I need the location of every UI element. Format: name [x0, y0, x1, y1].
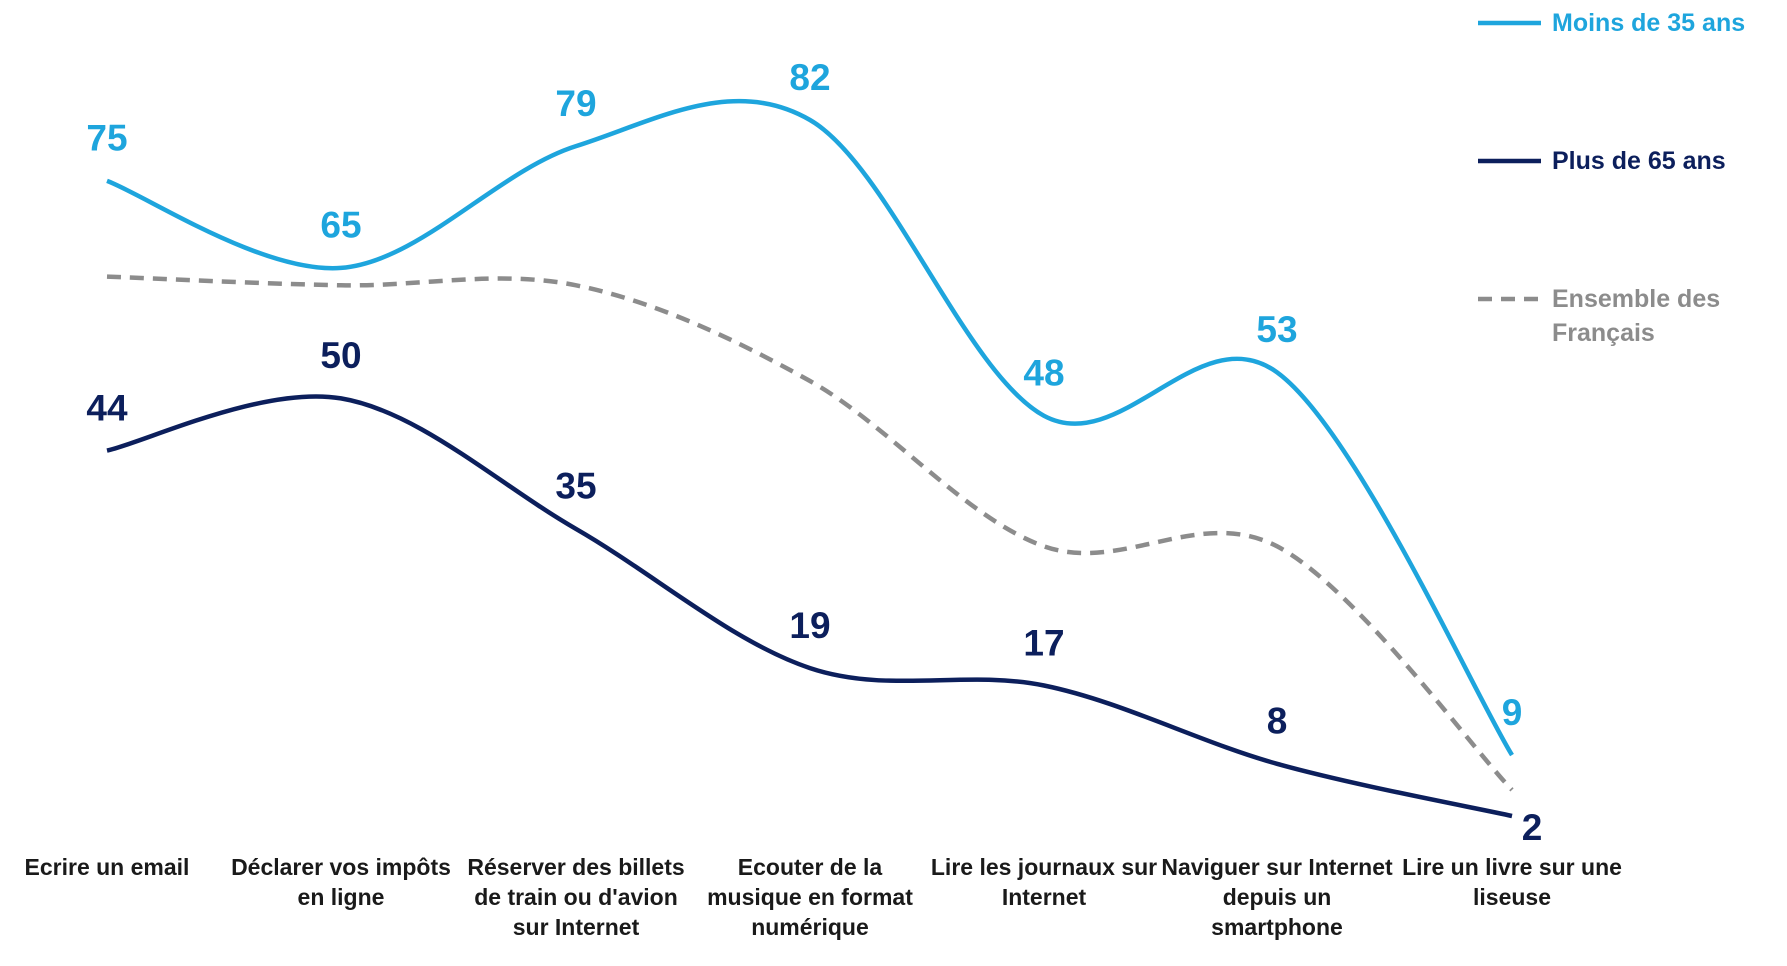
data-label: 44 — [86, 387, 128, 428]
data-label: 2 — [1522, 807, 1543, 848]
series-line — [106, 274, 1514, 792]
data-label: 82 — [789, 57, 830, 98]
x-tick-label: Réserver des billets de train ou d'avion… — [467, 854, 685, 940]
data-label: 48 — [1023, 353, 1064, 394]
data-label: 9 — [1502, 692, 1523, 733]
x-tick-label: Naviguer sur Internet depuis un smartpho… — [1161, 854, 1393, 940]
data-label: 75 — [86, 118, 127, 159]
data-label: 35 — [555, 466, 596, 507]
legend-label: Plus de 65 ans — [1552, 147, 1726, 175]
data-label: 8 — [1267, 701, 1288, 742]
data-label: 17 — [1023, 622, 1064, 663]
data-label: 79 — [555, 83, 596, 124]
series-line — [106, 394, 1513, 819]
data-label: 53 — [1256, 309, 1297, 350]
legend-label: Moins de 35 ans — [1552, 9, 1746, 37]
x-tick-label: Lire un livre sur une liseuse — [1402, 854, 1622, 910]
x-tick-label: Déclarer vos impôts en ligne — [231, 854, 451, 910]
x-tick-label: Lire les journaux sur Internet — [930, 854, 1158, 910]
data-label: 50 — [320, 335, 361, 376]
x-tick-label: Ecrire un email — [24, 854, 190, 880]
data-label: 19 — [789, 605, 830, 646]
legend-label: Ensemble des Français — [1552, 285, 1721, 347]
data-label: 65 — [320, 205, 361, 246]
x-tick-label: Ecouter de la musique en format numériqu… — [707, 854, 913, 940]
series-line — [106, 98, 1514, 757]
